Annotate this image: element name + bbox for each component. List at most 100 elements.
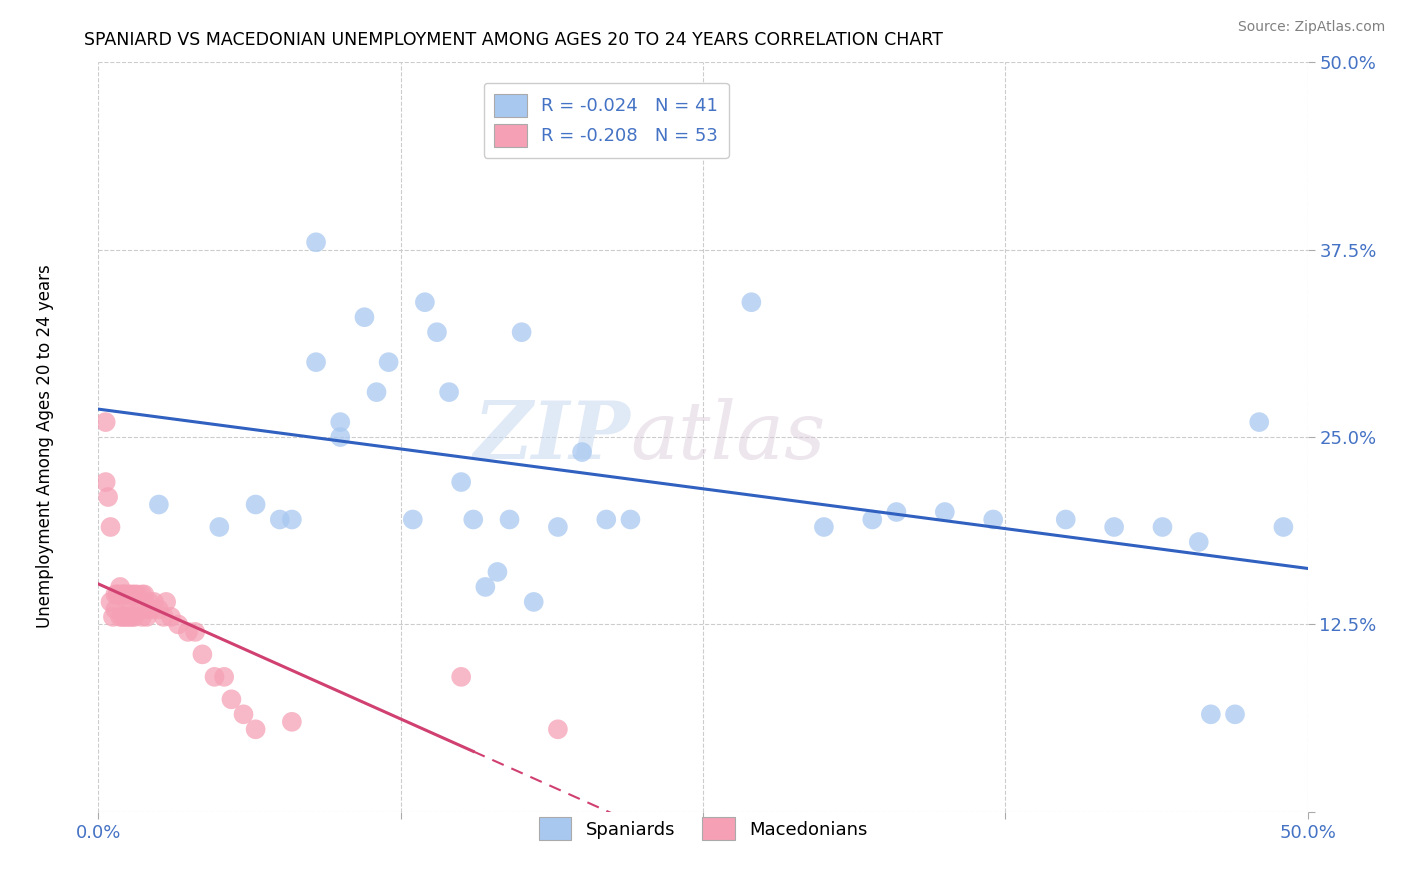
Point [523, 595, 546, 609]
Point [117, 610, 139, 624]
Point [124, 610, 146, 624]
Point [114, 610, 136, 624]
Point [184, 624, 207, 639]
Point [281, 714, 304, 729]
Point [155, 595, 177, 609]
Point [121, 610, 143, 624]
Point [148, 602, 170, 616]
Point [107, 587, 129, 601]
Point [547, 723, 569, 737]
Point [141, 602, 163, 616]
Point [886, 505, 908, 519]
Text: ZIP: ZIP [474, 399, 630, 475]
Point [1223, 707, 1246, 722]
Point [160, 610, 183, 624]
Point [101, 610, 124, 624]
Text: SPANIARD VS MACEDONIAN UNEMPLOYMENT AMONG AGES 20 TO 24 YEARS CORRELATION CHART: SPANIARD VS MACEDONIAN UNEMPLOYMENT AMON… [84, 31, 943, 49]
Point [547, 520, 569, 534]
Point [135, 602, 157, 616]
Point [353, 310, 375, 325]
Point [118, 610, 141, 624]
Text: Unemployment Among Ages 20 to 24 years: Unemployment Among Ages 20 to 24 years [37, 264, 53, 628]
Point [1152, 520, 1174, 534]
Point [413, 295, 436, 310]
Point [204, 670, 226, 684]
Point [474, 580, 496, 594]
Point [450, 670, 472, 684]
Text: atlas: atlas [630, 399, 825, 475]
Point [1188, 535, 1211, 549]
Point [281, 512, 304, 526]
Point [1272, 520, 1295, 534]
Point [740, 295, 762, 310]
Point [463, 512, 485, 526]
Point [121, 587, 143, 601]
Point [128, 602, 150, 616]
Point [131, 587, 153, 601]
Point [208, 520, 231, 534]
Point [118, 602, 141, 616]
Point [111, 587, 134, 601]
Legend: Spaniards, Macedonians: Spaniards, Macedonians [531, 810, 875, 847]
Point [1249, 415, 1271, 429]
Point [450, 475, 472, 489]
Point [134, 587, 156, 601]
Point [167, 617, 190, 632]
Point [111, 587, 134, 601]
Point [177, 624, 200, 639]
Point [108, 580, 131, 594]
Point [510, 325, 533, 339]
Point [97, 490, 120, 504]
Point [1054, 512, 1077, 526]
Point [329, 430, 352, 444]
Point [111, 610, 134, 624]
Point [143, 595, 166, 609]
Point [981, 512, 1004, 526]
Point [104, 587, 127, 601]
Point [94, 415, 117, 429]
Point [94, 475, 117, 489]
Point [100, 595, 122, 609]
Point [366, 385, 388, 400]
Point [124, 587, 146, 601]
Point [232, 707, 254, 722]
Point [426, 325, 449, 339]
Point [108, 610, 131, 624]
Point [934, 505, 956, 519]
Point [100, 520, 122, 534]
Point [152, 610, 174, 624]
Point [104, 602, 127, 616]
Point [305, 355, 328, 369]
Point [813, 520, 835, 534]
Point [269, 512, 291, 526]
Point [138, 595, 160, 609]
Point [486, 565, 509, 579]
Point [595, 512, 617, 526]
Point [1199, 707, 1222, 722]
Point [135, 610, 157, 624]
Point [148, 498, 170, 512]
Point [860, 512, 883, 526]
Point [377, 355, 399, 369]
Point [221, 692, 243, 706]
Point [437, 385, 460, 400]
Point [329, 415, 352, 429]
Point [117, 595, 139, 609]
Point [191, 648, 214, 662]
Point [571, 445, 593, 459]
Point [117, 587, 139, 601]
Point [114, 587, 136, 601]
Point [619, 512, 641, 526]
Text: Source: ZipAtlas.com: Source: ZipAtlas.com [1237, 20, 1385, 34]
Point [498, 512, 520, 526]
Point [131, 610, 153, 624]
Point [1102, 520, 1125, 534]
Point [107, 587, 129, 601]
Point [305, 235, 328, 250]
Point [402, 512, 425, 526]
Point [118, 587, 141, 601]
Point [212, 670, 235, 684]
Point [245, 723, 267, 737]
Point [127, 587, 149, 601]
Point [245, 498, 267, 512]
